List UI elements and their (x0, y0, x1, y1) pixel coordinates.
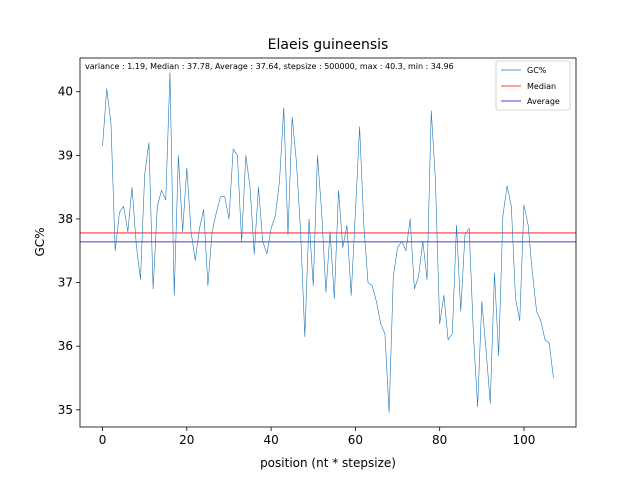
legend-label-average: Average (527, 97, 560, 106)
legend-label-gc: GC% (527, 66, 547, 75)
x-tick-label: 20 (179, 433, 194, 447)
y-tick-label: 39 (58, 148, 73, 162)
legend-box (495, 60, 571, 111)
chart-title: Elaeis guineensis (268, 37, 389, 53)
stats-annotation: variance : 1.19, Median : 37.78, Average… (85, 62, 454, 71)
y-axis-label: GC% (33, 227, 47, 256)
legend: GC% Median Average (495, 60, 571, 111)
x-tick-label: 0 (99, 433, 107, 447)
x-axis-label: position (nt * stepsize) (260, 456, 396, 470)
axis-ticks: 0 20 40 60 80 100 35 36 37 38 39 40 (58, 85, 536, 447)
x-tick-label: 100 (513, 433, 536, 447)
y-tick-label: 35 (58, 403, 73, 417)
x-tick-label: 80 (432, 433, 447, 447)
gc-series-line (102, 72, 554, 413)
plot-frame (79, 57, 577, 428)
x-tick-label: 40 (263, 433, 278, 447)
plot-area (80, 72, 576, 413)
y-tick-label: 38 (58, 212, 73, 226)
legend-label-median: Median (527, 82, 556, 91)
y-tick-label: 36 (58, 339, 73, 353)
y-tick-label: 40 (58, 85, 73, 99)
x-tick-label: 60 (348, 433, 363, 447)
y-tick-label: 37 (58, 276, 73, 290)
